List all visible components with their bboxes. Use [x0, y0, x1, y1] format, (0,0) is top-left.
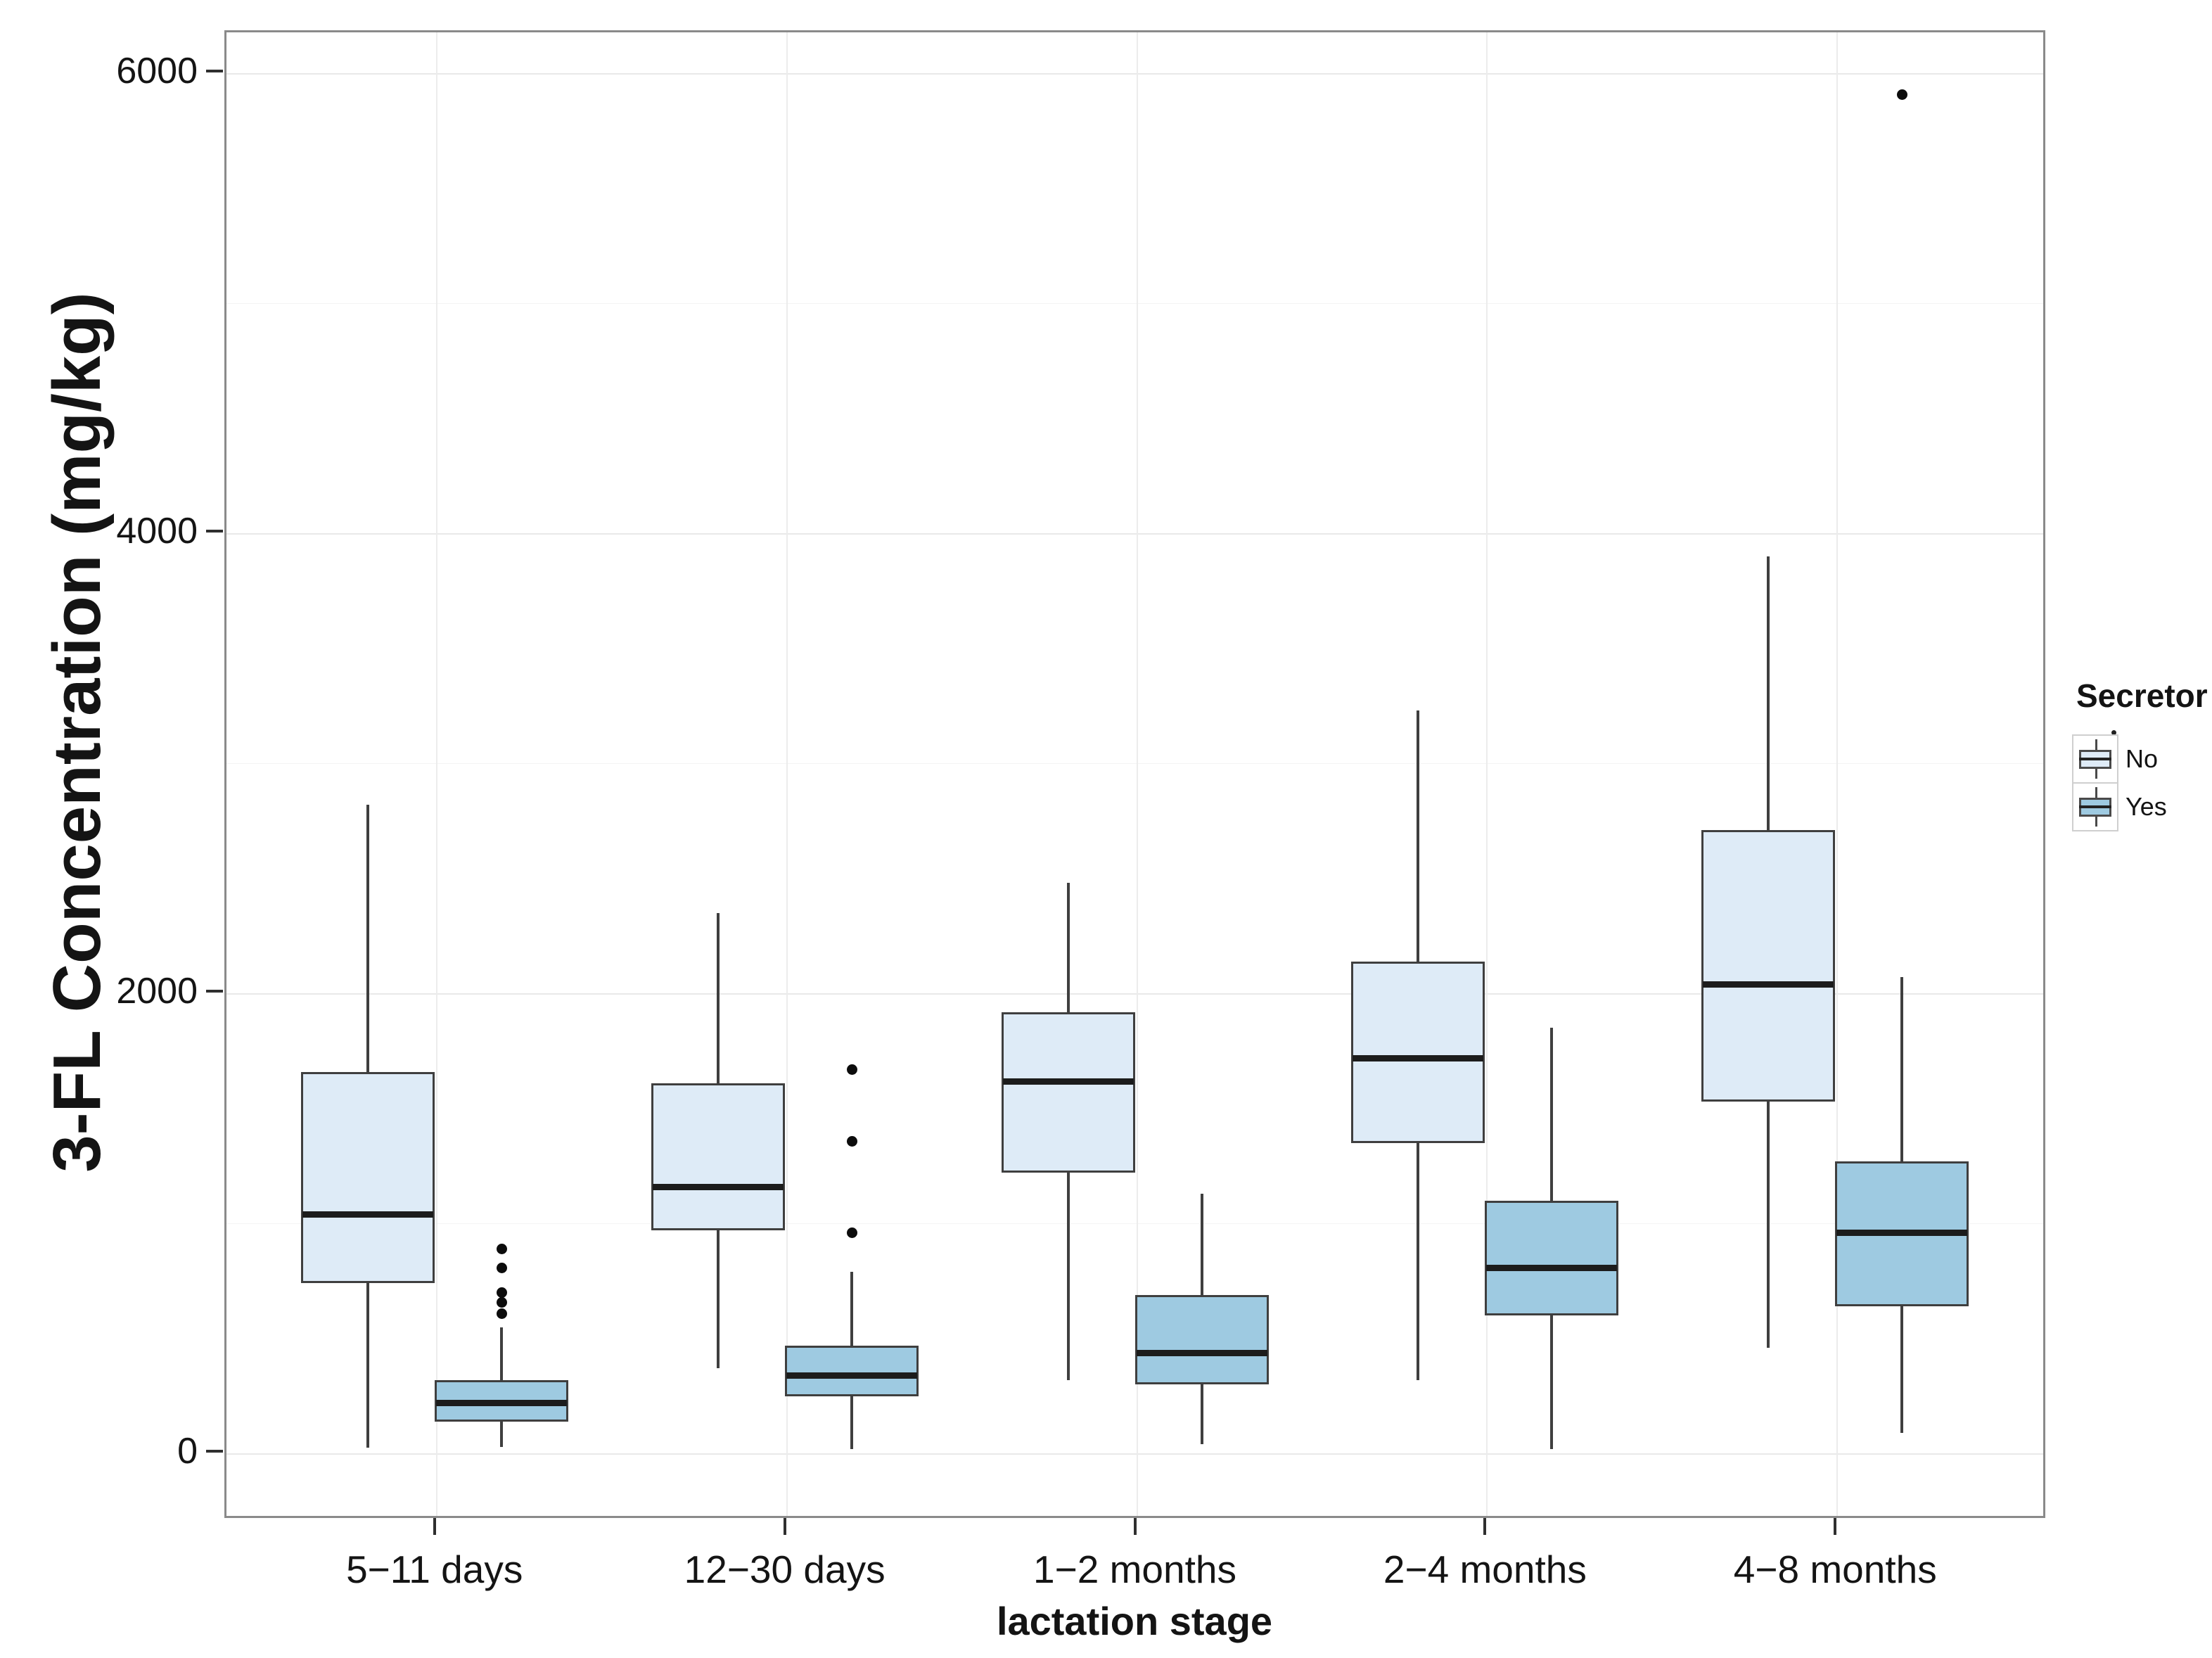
legend-outlier-dot-icon — [2111, 730, 2116, 735]
box-median-line — [1002, 1078, 1134, 1085]
outlier-point — [846, 1227, 857, 1239]
x-tick-mark — [433, 1518, 436, 1535]
boxplot-box — [1001, 1012, 1135, 1173]
y-tick-mark — [206, 990, 223, 993]
box-median-line — [1836, 1230, 1968, 1237]
gridline-major-h — [226, 72, 2043, 75]
outlier-point — [496, 1262, 507, 1273]
gridline-major-v — [435, 32, 437, 1516]
boxplot-box — [784, 1345, 919, 1396]
x-tick-label: 1−2 months — [1033, 1548, 1236, 1591]
legend-label-no: No — [2125, 744, 2159, 773]
boxplot-box — [1485, 1200, 1619, 1316]
y-tick-label: 2000 — [116, 971, 198, 1012]
x-tick-mark — [1834, 1518, 1837, 1535]
boxplot-box — [1134, 1294, 1269, 1385]
legend-label-yes: Yes — [2125, 792, 2167, 821]
box-median-line — [435, 1400, 567, 1407]
box-median-line — [786, 1372, 917, 1379]
gridline-minor-h — [226, 763, 2043, 765]
gridline-major-v — [1486, 32, 1488, 1516]
boxplot-box — [1351, 961, 1485, 1143]
outlier-point — [496, 1308, 507, 1319]
boxplot-box — [1701, 830, 1836, 1102]
box-median-line — [302, 1211, 433, 1218]
key-median-icon — [2079, 758, 2111, 760]
x-tick-mark — [1483, 1518, 1487, 1535]
outlier-point — [846, 1135, 857, 1147]
box-median-line — [1353, 1054, 1484, 1061]
gridline-major-h — [226, 533, 2043, 535]
legend-entry-yes: Yes — [2072, 782, 2212, 831]
outlier-point — [1897, 89, 1908, 100]
key-median-icon — [2079, 805, 2111, 808]
x-tick-label: 12−30 days — [684, 1548, 886, 1591]
gridline-minor-h — [226, 1223, 2043, 1225]
x-tick-mark — [1133, 1518, 1137, 1535]
legend: Secretor No Yes — [2072, 677, 2212, 831]
x-tick-mark — [783, 1518, 786, 1535]
y-tick-mark — [206, 69, 223, 72]
boxplot-key-icon — [2072, 734, 2118, 784]
box-median-line — [1486, 1264, 1618, 1271]
outlier-point — [496, 1287, 507, 1299]
gridline-major-v — [1136, 32, 1138, 1516]
legend-entry-no: No — [2072, 734, 2212, 784]
boxplot-box — [300, 1071, 435, 1284]
box-median-line — [652, 1184, 784, 1191]
box-median-line — [1136, 1349, 1267, 1356]
x-axis-title: lactation stage — [996, 1599, 1273, 1643]
y-tick-mark — [206, 1450, 223, 1453]
boxplot-box — [651, 1083, 785, 1231]
x-tick-label: 5−11 days — [346, 1548, 523, 1591]
outlier-point — [496, 1296, 507, 1308]
y-tick-label: 6000 — [116, 50, 198, 91]
y-axis-title: 3-FL Concentration (mg/kg) — [39, 292, 115, 1173]
x-tick-label: 2−4 months — [1383, 1548, 1587, 1591]
gridline-minor-h — [226, 302, 2043, 304]
outlier-point — [846, 1064, 857, 1076]
plot-panel — [224, 30, 2045, 1518]
gridline-major-h — [226, 993, 2043, 995]
x-tick-label: 4−8 months — [1733, 1548, 1937, 1591]
outlier-point — [496, 1244, 507, 1255]
y-tick-mark — [206, 529, 223, 533]
gridline-major-v — [786, 32, 788, 1516]
gridline-major-h — [226, 1453, 2043, 1455]
y-tick-label: 4000 — [116, 510, 198, 551]
boxplot-key-icon — [2072, 782, 2118, 831]
y-tick-label: 0 — [177, 1431, 198, 1472]
gridline-major-v — [1836, 32, 1839, 1516]
box-median-line — [1703, 981, 1834, 988]
legend-title: Secretor — [2076, 677, 2208, 714]
legend-keys: No Yes — [2072, 734, 2212, 831]
